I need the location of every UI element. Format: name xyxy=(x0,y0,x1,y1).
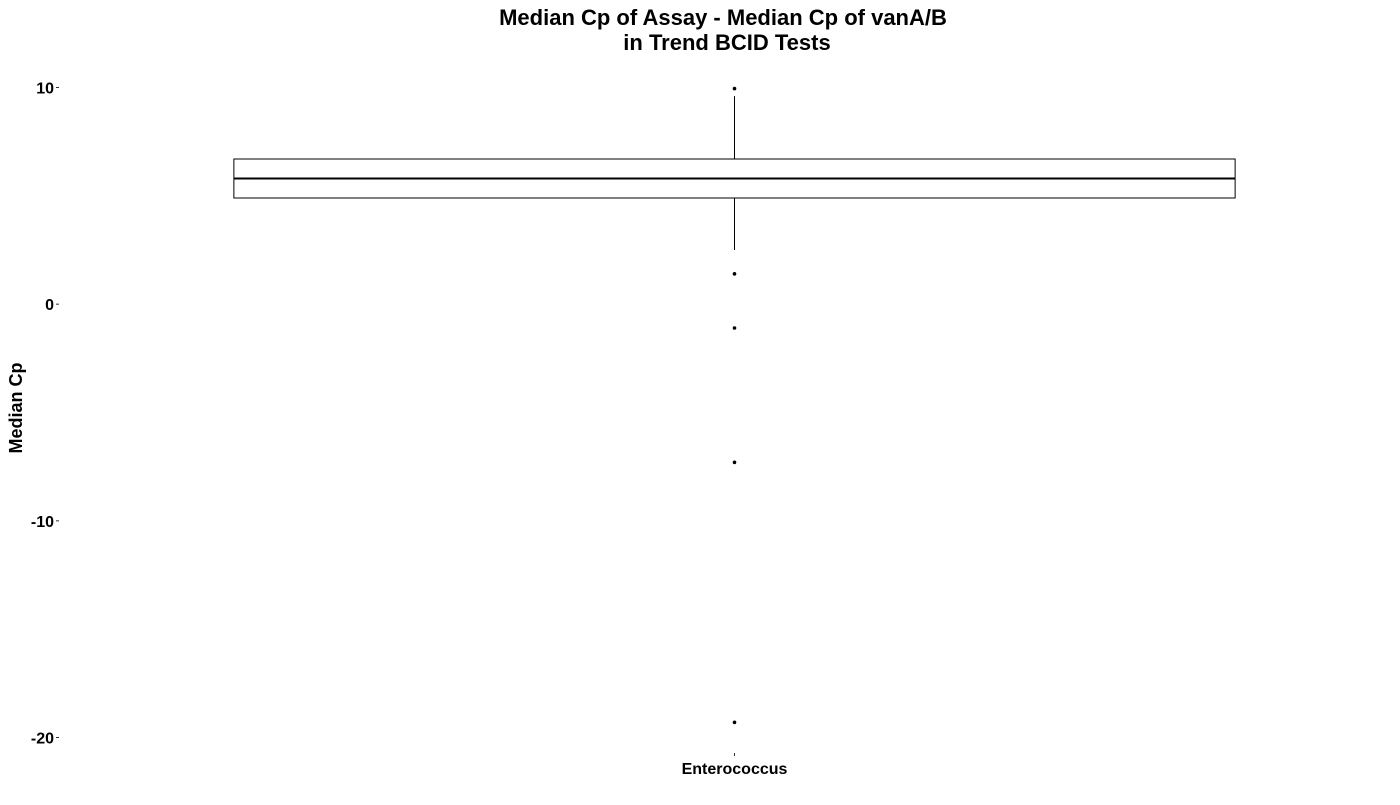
y-axis: 10 0 -10 -20 xyxy=(31,81,59,748)
y-tick-label: -20 xyxy=(31,731,54,748)
x-tick-label: Enterococcus xyxy=(682,761,788,778)
y-tick-label: 0 xyxy=(45,297,54,314)
outlier-point xyxy=(732,460,737,465)
y-tick-label: -10 xyxy=(31,514,54,531)
x-axis: Enterococcus xyxy=(682,753,788,778)
y-tick-label: 10 xyxy=(36,81,54,98)
outlier-point xyxy=(732,272,737,276)
plot-area xyxy=(233,86,1236,725)
chart-title-line-1: Median Cp of Assay - Median Cp of vanA/B xyxy=(499,5,947,30)
outlier-point xyxy=(732,720,737,725)
chart-title-line-2: in Trend BCID Tests xyxy=(623,30,830,55)
outlier-point xyxy=(732,86,737,91)
box-group xyxy=(233,86,1236,725)
outlier-point xyxy=(732,326,737,330)
y-axis-title: Median Cp xyxy=(6,362,26,453)
